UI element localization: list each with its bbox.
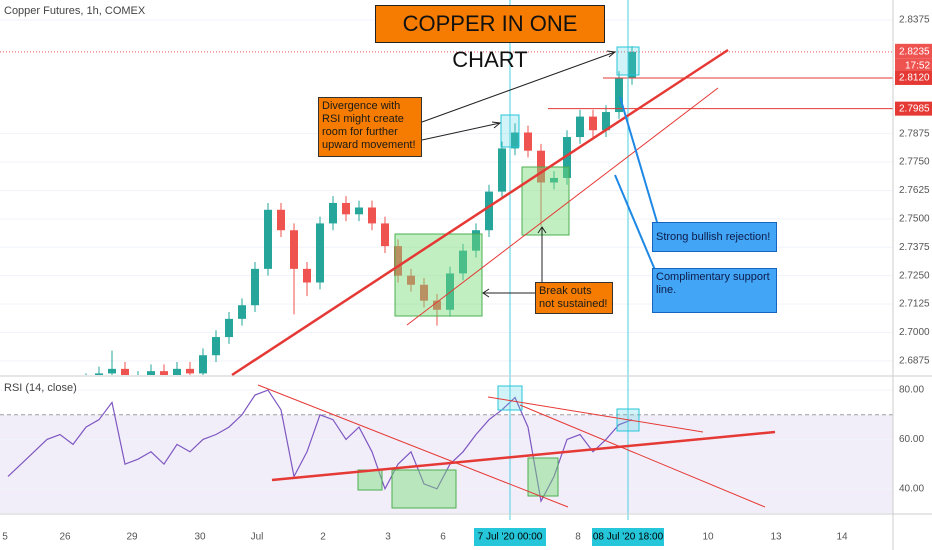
x-label-badge (592, 528, 664, 546)
candle-body (420, 284, 428, 301)
candle-body (394, 246, 402, 276)
candle-body (121, 368, 129, 375)
x-tick-label: 14 (836, 532, 848, 543)
candle-body (108, 368, 116, 374)
x-tick-label: 5 (2, 532, 8, 543)
countdown-label: 17:52 (905, 60, 930, 71)
candle-body (277, 209, 285, 231)
x-label-badge (474, 528, 546, 546)
y-tick-label: 2.7875 (899, 128, 930, 139)
rsi-label: RSI (14, close) (4, 382, 77, 394)
x-tick-label: 2 (320, 532, 326, 543)
candle-body (615, 77, 623, 113)
candle-body (589, 116, 597, 131)
note: Strong bullish rejection! (652, 222, 777, 252)
candle-body (316, 223, 324, 283)
y-tick-label: 2.7125 (899, 299, 930, 310)
x-tick-label: 6 (440, 532, 446, 543)
level-badge (895, 70, 932, 85)
candle-body (173, 368, 181, 375)
x-tick-label: 8 (575, 532, 581, 543)
candle-body (134, 378, 142, 383)
candle-body (355, 207, 363, 215)
y-tick-label: 2.7625 (899, 185, 930, 196)
candle-body (199, 355, 207, 374)
candle-body (511, 132, 519, 149)
y-tick-label: 2.7375 (899, 242, 930, 253)
x-tick-label: 10 (702, 532, 714, 543)
candle-body (160, 371, 168, 375)
candle-body (563, 137, 571, 178)
x-tick-label: 3 (385, 532, 391, 543)
level-label: 2.8120 (899, 73, 930, 84)
candle-body (251, 268, 259, 306)
candle-body (472, 230, 480, 251)
x-tick-label: Jul (251, 532, 264, 543)
x-tick-label: 30 (194, 532, 206, 543)
candle-body (212, 337, 220, 356)
level-badge (895, 101, 932, 116)
y-tick-label: 2.7000 (899, 327, 930, 338)
candle-body (381, 223, 389, 247)
candle-body (550, 177, 558, 183)
y-tick-label: 2.8375 (899, 15, 930, 26)
y-tick-label: 80.00 (899, 385, 924, 396)
candle-body (446, 273, 454, 310)
x-tick-label: 08 Jul '20 18:00 (593, 532, 664, 543)
note: Complimentary support line. (652, 268, 777, 313)
symbol-header: Copper Futures, 1h, COMEX (4, 5, 146, 17)
candle-body (264, 209, 272, 269)
y-tick-label: 60.00 (899, 434, 924, 445)
rsi-line (7, 389, 633, 503)
candle-body (407, 275, 415, 285)
candle-body (303, 268, 311, 283)
candle-body (576, 116, 584, 138)
y-tick-label: 2.7250 (899, 270, 930, 281)
candle-body (368, 207, 376, 224)
candle-body (329, 202, 337, 224)
candle-body (186, 368, 194, 374)
y-tick-label: 2.7750 (899, 157, 930, 168)
candle-body (95, 373, 103, 375)
candle-body (433, 300, 441, 310)
countdown-badge (895, 58, 932, 73)
candle-body (524, 132, 532, 151)
candle-body (290, 230, 298, 269)
candle-body (602, 112, 610, 131)
candle-body (238, 305, 246, 319)
note: Divergence with RSI might create room fo… (318, 97, 422, 157)
title-box: COPPER IN ONE CHART (375, 5, 605, 72)
candle-body (82, 380, 90, 389)
price-badge (895, 43, 932, 59)
note: Break outs not sustained! (535, 282, 613, 314)
candle-body (485, 191, 493, 231)
candle-body (459, 250, 467, 274)
x-tick-label: 13 (770, 532, 782, 543)
y-tick-label: 2.6875 (899, 356, 930, 367)
level-label: 2.7985 (899, 103, 930, 114)
candle-body (628, 51, 636, 78)
candle-body (342, 202, 350, 215)
price-badge-label: 2.8235 (899, 46, 930, 57)
y-tick-label: 2.7500 (899, 214, 930, 225)
candle-body (147, 371, 155, 375)
x-tick-label: 29 (126, 532, 138, 543)
y-tick-label: 40.00 (899, 483, 924, 494)
candle-body (498, 148, 506, 192)
candle-body (225, 318, 233, 338)
x-tick-label: 7 Jul '20 00:00 (478, 532, 543, 543)
x-tick-label: 26 (59, 532, 71, 543)
